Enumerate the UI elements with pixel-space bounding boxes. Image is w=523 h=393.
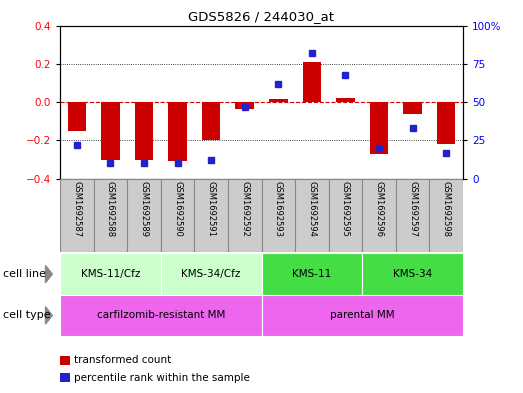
Bar [262,179,295,252]
Text: GSM1692588: GSM1692588 [106,181,115,237]
Bar [94,179,127,252]
Bar [228,179,262,252]
Text: GSM1692597: GSM1692597 [408,181,417,237]
Text: GSM1692598: GSM1692598 [441,181,451,237]
Text: GSM1692589: GSM1692589 [140,181,149,237]
Bar [127,179,161,252]
Text: GSM1692590: GSM1692590 [173,181,182,237]
Bar [336,98,355,102]
Text: GSM1692595: GSM1692595 [341,181,350,237]
Text: KMS-11/Cfz: KMS-11/Cfz [81,269,140,279]
Bar [101,102,120,160]
Bar [161,179,195,252]
Text: KMS-34: KMS-34 [393,269,432,279]
Bar [168,102,187,161]
Bar [67,102,86,131]
Bar [202,102,220,140]
Bar [262,295,463,336]
Bar [295,179,328,252]
Bar [195,179,228,252]
Bar [403,102,422,114]
Text: transformed count: transformed count [74,355,172,365]
Bar [303,62,321,102]
Bar [269,99,288,102]
Bar [60,373,70,382]
Text: KMS-11: KMS-11 [292,269,332,279]
Bar [60,356,70,365]
Bar [60,295,262,336]
Text: cell line: cell line [3,269,46,279]
Bar [135,102,153,160]
Bar [262,253,362,295]
Bar [60,253,161,295]
Bar [235,102,254,109]
Text: carfilzomib-resistant MM: carfilzomib-resistant MM [97,310,225,320]
Bar [60,179,94,252]
Text: GSM1692591: GSM1692591 [207,181,215,237]
Text: percentile rank within the sample: percentile rank within the sample [74,373,250,383]
Text: GSM1692594: GSM1692594 [308,181,316,237]
Bar [370,102,388,154]
Polygon shape [46,307,52,324]
Text: parental MM: parental MM [330,310,394,320]
Text: GDS5826 / 244030_at: GDS5826 / 244030_at [188,10,335,23]
Bar [429,179,463,252]
Bar [396,179,429,252]
Text: GSM1692596: GSM1692596 [374,181,383,237]
Bar [328,179,362,252]
Bar [362,179,396,252]
Text: GSM1692587: GSM1692587 [72,181,82,237]
Text: KMS-34/Cfz: KMS-34/Cfz [181,269,241,279]
Polygon shape [46,266,52,283]
Text: GSM1692592: GSM1692592 [240,181,249,237]
Bar [437,102,456,144]
Bar [362,253,463,295]
Text: GSM1692593: GSM1692593 [274,181,283,237]
Text: cell type: cell type [3,310,50,320]
Bar [161,253,262,295]
